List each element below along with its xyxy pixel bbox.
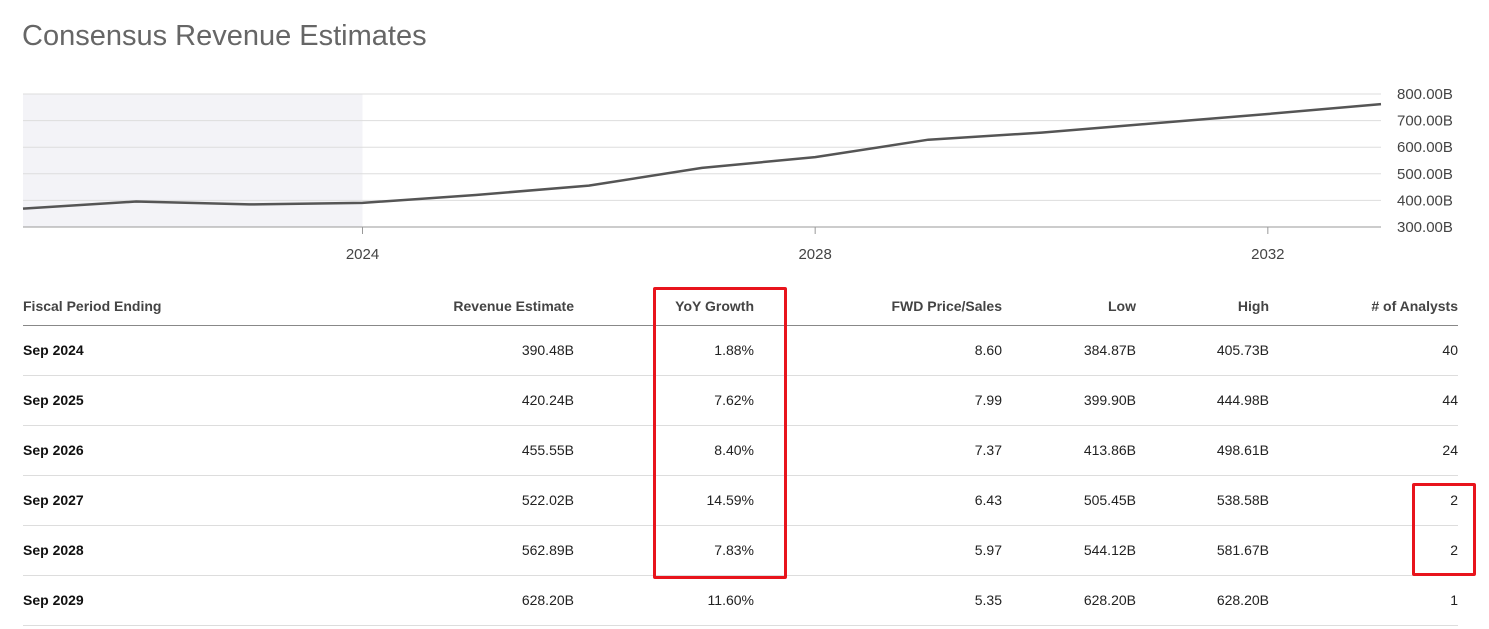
table-row: Sep 2027 522.02B 14.59% 6.43 505.45B 538… xyxy=(23,475,1458,526)
cell-high: 581.67B xyxy=(1136,525,1269,576)
y-tick-label: 300.00B xyxy=(1397,219,1453,236)
cell-fiscal-period: Sep 2025 xyxy=(23,375,223,426)
cell-low: 505.45B xyxy=(1002,475,1136,526)
table-row: Sep 2028 562.89B 7.83% 5.97 544.12B 581.… xyxy=(23,525,1458,576)
header-analysts[interactable]: # of Analysts xyxy=(1269,287,1458,326)
cell-high: 538.58B xyxy=(1136,475,1269,526)
cell-high: 498.61B xyxy=(1136,425,1269,476)
cell-analysts: 24 xyxy=(1269,425,1458,476)
header-fwd-price-sales[interactable]: FWD Price/Sales xyxy=(754,287,1002,326)
cell-fwd-price-sales: 5.35 xyxy=(754,575,1002,626)
y-tick-label: 500.00B xyxy=(1397,166,1453,183)
historical-shade xyxy=(23,94,363,227)
estimates-table: Fiscal Period Ending Revenue Estimate Yo… xyxy=(23,287,1458,626)
cell-fiscal-period: Sep 2027 xyxy=(23,475,223,526)
x-tick-label: 2028 xyxy=(798,246,831,263)
cell-analysts: 2 xyxy=(1269,525,1458,576)
cell-fwd-price-sales: 7.99 xyxy=(754,375,1002,426)
header-revenue-estimate[interactable]: Revenue Estimate xyxy=(223,287,574,326)
page-title: Consensus Revenue Estimates xyxy=(22,20,427,52)
cell-fwd-price-sales: 7.37 xyxy=(754,425,1002,476)
table-row: Sep 2025 420.24B 7.62% 7.99 399.90B 444.… xyxy=(23,375,1458,426)
cell-low: 399.90B xyxy=(1002,375,1136,426)
header-fiscal-period[interactable]: Fiscal Period Ending xyxy=(23,287,223,326)
cell-analysts: 44 xyxy=(1269,375,1458,426)
header-low[interactable]: Low xyxy=(1002,287,1136,326)
cell-fiscal-period: Sep 2029 xyxy=(23,575,223,626)
revenue-series-line xyxy=(22,102,1382,210)
cell-revenue-estimate: 522.02B xyxy=(223,475,574,526)
cell-low: 544.12B xyxy=(1002,525,1136,576)
cell-fiscal-period: Sep 2026 xyxy=(23,425,223,476)
cell-revenue-estimate: 390.48B xyxy=(223,325,574,376)
cell-low: 413.86B xyxy=(1002,425,1136,476)
cell-fiscal-period: Sep 2028 xyxy=(23,525,223,576)
y-tick-label: 600.00B xyxy=(1397,139,1453,156)
cell-low: 628.20B xyxy=(1002,575,1136,626)
cell-high: 628.20B xyxy=(1136,575,1269,626)
cell-revenue-estimate: 628.20B xyxy=(223,575,574,626)
cell-high: 444.98B xyxy=(1136,375,1269,426)
cell-revenue-estimate: 562.89B xyxy=(223,525,574,576)
table-row: Sep 2029 628.20B 11.60% 5.35 628.20B 628… xyxy=(23,575,1458,626)
table-row: Sep 2026 455.55B 8.40% 7.37 413.86B 498.… xyxy=(23,425,1458,476)
cell-fiscal-period: Sep 2024 xyxy=(23,325,223,376)
cell-yoy-growth: 8.40% xyxy=(574,425,754,476)
cell-high: 405.73B xyxy=(1136,325,1269,376)
cell-low: 384.87B xyxy=(1002,325,1136,376)
header-high[interactable]: High xyxy=(1136,287,1269,326)
cell-analysts: 2 xyxy=(1269,475,1458,526)
y-tick-label: 800.00B xyxy=(1397,86,1453,103)
cell-analysts: 40 xyxy=(1269,325,1458,376)
revenue-line-chart: 800.00B 700.00B 600.00B 500.00B 400.00B 300.0… xyxy=(22,86,1453,263)
table-header-row: Fiscal Period Ending Revenue Estimate Yo… xyxy=(23,287,1458,326)
cell-analysts: 1 xyxy=(1269,575,1458,626)
cell-revenue-estimate: 420.24B xyxy=(223,375,574,426)
cell-fwd-price-sales: 5.97 xyxy=(754,525,1002,576)
cell-yoy-growth: 11.60% xyxy=(574,575,754,626)
cell-yoy-growth: 14.59% xyxy=(574,475,754,526)
cell-yoy-growth: 7.83% xyxy=(574,525,754,576)
cell-fwd-price-sales: 8.60 xyxy=(754,325,1002,376)
x-tick-label: 2032 xyxy=(1251,246,1284,263)
y-tick-label: 400.00B xyxy=(1397,192,1453,209)
table-row: Sep 2024 390.48B 1.88% 8.60 384.87B 405.… xyxy=(23,325,1458,376)
header-yoy-growth[interactable]: YoY Growth xyxy=(574,287,754,326)
cell-fwd-price-sales: 6.43 xyxy=(754,475,1002,526)
cell-yoy-growth: 1.88% xyxy=(574,325,754,376)
cell-yoy-growth: 7.62% xyxy=(574,375,754,426)
x-tick-label: 2024 xyxy=(346,246,379,263)
y-tick-label: 700.00B xyxy=(1397,113,1453,130)
cell-revenue-estimate: 455.55B xyxy=(223,425,574,476)
